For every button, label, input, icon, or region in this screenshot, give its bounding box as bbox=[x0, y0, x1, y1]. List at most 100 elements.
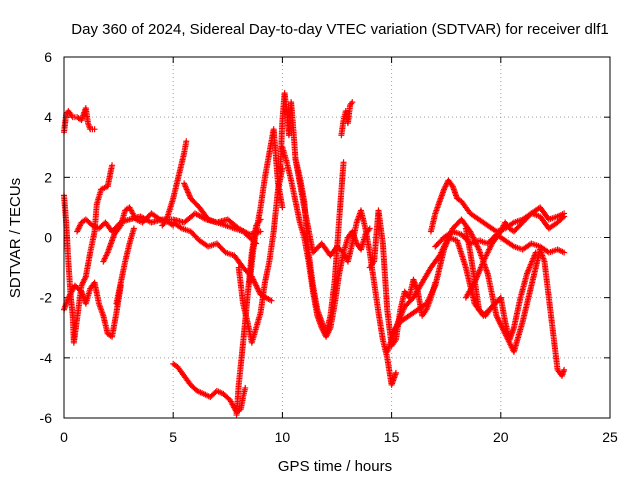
track-markers bbox=[463, 205, 473, 215]
series-track-11 bbox=[246, 126, 286, 286]
track-markers bbox=[503, 238, 516, 249]
track-markers bbox=[538, 205, 551, 222]
track-markers bbox=[362, 227, 373, 254]
track-markers bbox=[547, 214, 559, 222]
track-markers bbox=[74, 220, 84, 233]
series-track-12 bbox=[235, 165, 286, 346]
track-markers bbox=[100, 314, 111, 336]
data-series bbox=[61, 90, 568, 418]
track-markers bbox=[520, 284, 534, 324]
data-point bbox=[392, 369, 399, 376]
track-markers bbox=[467, 251, 478, 282]
track-markers bbox=[335, 244, 346, 255]
track-markers bbox=[206, 241, 219, 249]
track-markers bbox=[301, 236, 312, 263]
track-markers bbox=[180, 226, 192, 234]
track-markers bbox=[241, 229, 252, 240]
track-markers bbox=[73, 283, 84, 294]
track-markers bbox=[494, 314, 508, 336]
y-axis-label: SDTVAR / TECUs bbox=[7, 178, 24, 298]
track-markers bbox=[257, 281, 268, 315]
track-markers bbox=[349, 221, 360, 245]
track-markers bbox=[171, 220, 184, 231]
data-point bbox=[279, 204, 286, 211]
track-markers bbox=[420, 266, 434, 285]
x-tick-label: 0 bbox=[60, 429, 68, 445]
track-markers bbox=[197, 205, 211, 222]
y-tick-label: -2 bbox=[40, 290, 53, 306]
series-track-05 bbox=[100, 204, 177, 265]
track-markers bbox=[346, 229, 355, 239]
track-markers bbox=[113, 281, 124, 306]
y-tick-label: 0 bbox=[44, 230, 52, 246]
track-markers bbox=[451, 229, 463, 237]
track-markers bbox=[118, 260, 128, 285]
track-markers bbox=[233, 383, 242, 417]
track-markers bbox=[555, 368, 564, 378]
track-markers bbox=[188, 383, 199, 393]
track-markers bbox=[323, 326, 333, 339]
series-track-14 bbox=[279, 144, 373, 340]
track-markers bbox=[171, 361, 180, 369]
track-markers bbox=[556, 247, 566, 255]
data-point bbox=[109, 162, 116, 169]
track-markers bbox=[455, 196, 464, 204]
track-markers bbox=[262, 151, 273, 179]
track-markers bbox=[490, 229, 503, 246]
data-point bbox=[183, 138, 190, 145]
track-markers bbox=[483, 305, 494, 318]
track-markers bbox=[358, 209, 368, 230]
track-markers bbox=[188, 196, 202, 210]
track-markers bbox=[167, 220, 175, 228]
plot-frame bbox=[63, 56, 611, 419]
track-markers bbox=[473, 214, 481, 222]
y-tick-label: -6 bbox=[40, 410, 53, 426]
track-markers bbox=[123, 205, 132, 213]
series-track-16 bbox=[338, 99, 356, 139]
data-point bbox=[130, 225, 137, 232]
track-markers bbox=[420, 308, 429, 318]
x-tick-label: 10 bbox=[275, 429, 291, 445]
track-markers bbox=[468, 238, 481, 246]
data-point bbox=[242, 384, 249, 391]
data-point bbox=[349, 99, 356, 106]
track-markers bbox=[61, 194, 70, 224]
track-markers bbox=[371, 281, 382, 315]
track-markers bbox=[262, 260, 272, 285]
series-track-02 bbox=[61, 162, 116, 346]
data-point bbox=[268, 297, 275, 304]
track-markers bbox=[336, 160, 347, 221]
track-markers bbox=[424, 284, 438, 306]
track-markers bbox=[498, 296, 508, 324]
series-track-03 bbox=[61, 279, 124, 340]
y-tick-label: -4 bbox=[40, 350, 53, 366]
track-markers bbox=[512, 217, 524, 225]
track-markers bbox=[63, 221, 72, 263]
track-markers bbox=[202, 391, 212, 400]
track-markers bbox=[101, 251, 110, 264]
track-markers bbox=[511, 296, 524, 330]
track-markers bbox=[66, 109, 75, 119]
track-markers bbox=[270, 127, 281, 185]
track-markers bbox=[442, 229, 455, 240]
track-markers bbox=[175, 365, 187, 378]
x-axis-label: GPS time / hours bbox=[278, 458, 392, 475]
track-markers bbox=[468, 211, 477, 219]
track-markers bbox=[559, 368, 567, 378]
track-markers bbox=[96, 302, 106, 318]
track-markers bbox=[375, 311, 386, 342]
data-point bbox=[561, 366, 568, 373]
y-tick-label: 4 bbox=[44, 109, 52, 125]
track-markers bbox=[471, 278, 482, 312]
track-markers bbox=[459, 199, 468, 209]
track-markers bbox=[517, 272, 530, 300]
track-markers bbox=[530, 211, 542, 219]
track-markers bbox=[547, 220, 560, 231]
track-markers bbox=[332, 272, 342, 306]
track-markers bbox=[253, 311, 264, 330]
track-markers bbox=[221, 392, 232, 402]
track-markers bbox=[281, 91, 290, 113]
track-markers bbox=[84, 217, 95, 228]
track-markers bbox=[550, 332, 561, 372]
track-markers bbox=[83, 251, 93, 279]
